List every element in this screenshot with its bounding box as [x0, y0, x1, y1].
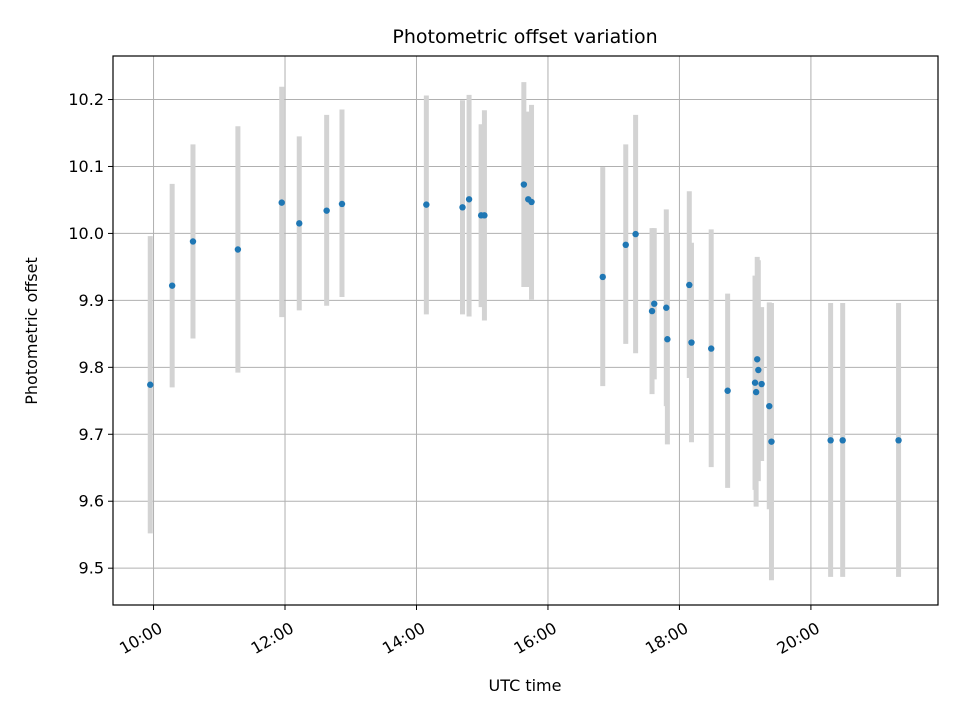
- data-point: [520, 181, 528, 188]
- data-point: [768, 438, 775, 445]
- data-point: [465, 196, 473, 203]
- data-point: [827, 437, 834, 444]
- y-tick-label: 10.2: [68, 90, 104, 109]
- data-point: [278, 199, 285, 206]
- y-axis: 9.5 9.6 9.7 9.8 9.9 10.0 10.1 10.2: [68, 90, 113, 578]
- data-point: [189, 238, 197, 245]
- data-point: [751, 379, 759, 386]
- data-point: [752, 388, 760, 396]
- data-point: [688, 339, 695, 346]
- data-point: [648, 307, 656, 315]
- data-point: [622, 241, 629, 249]
- data-point: [708, 345, 715, 352]
- data-point: [663, 304, 670, 311]
- data-point: [839, 437, 846, 444]
- y-tick-label: 10.1: [68, 157, 104, 176]
- data-point: [754, 356, 761, 363]
- data-point: [632, 230, 639, 238]
- data-point: [296, 220, 303, 227]
- data-point: [895, 437, 902, 444]
- data-point: [755, 366, 762, 374]
- data-point: [338, 200, 346, 208]
- x-axis-title: UTC time: [489, 676, 562, 695]
- data-point: [234, 246, 242, 253]
- data-point: [481, 212, 488, 219]
- data-point: [423, 201, 430, 208]
- y-tick-label: 9.5: [79, 559, 104, 578]
- y-tick-label: 9.8: [79, 358, 104, 377]
- data-point: [651, 300, 658, 307]
- y-axis-title: Photometric offset: [22, 257, 41, 405]
- y-tick-label: 9.9: [79, 291, 104, 310]
- data-point: [758, 380, 765, 388]
- y-tick-label: 9.6: [79, 492, 104, 511]
- y-tick-label: 9.7: [79, 425, 104, 444]
- data-point: [323, 207, 330, 214]
- data-point: [168, 282, 176, 289]
- plot-frame: [112, 55, 939, 606]
- data-point: [664, 336, 671, 343]
- data-point: [724, 387, 731, 394]
- data-point: [147, 381, 154, 388]
- data-point: [686, 281, 693, 289]
- chart-title: Photometric offset variation: [392, 26, 657, 48]
- point-layer: [147, 181, 902, 445]
- data-point: [599, 273, 606, 281]
- data-point: [528, 198, 535, 206]
- y-tick-label: 10.0: [68, 224, 104, 243]
- data-point: [766, 402, 773, 410]
- data-point: [459, 204, 466, 211]
